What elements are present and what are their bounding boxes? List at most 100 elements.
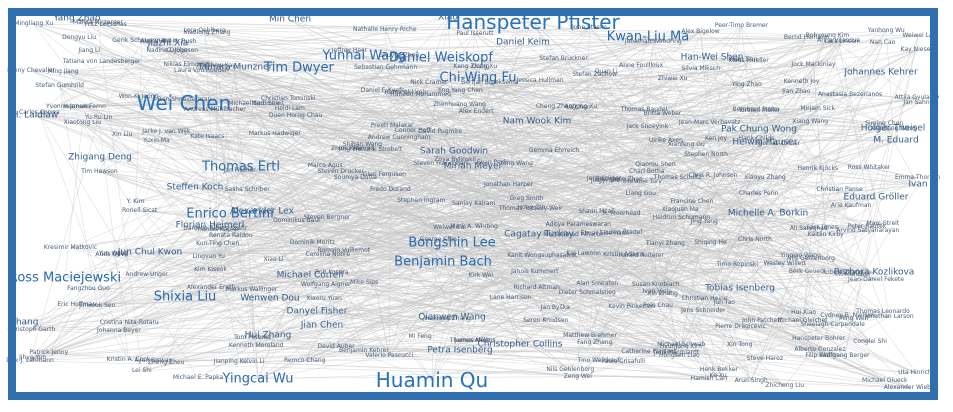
coauthor-edge xyxy=(23,307,556,324)
author-node-label: Søren Knudsen xyxy=(523,316,569,324)
coauthor-edge xyxy=(70,247,710,380)
author-node-label: Thomas Kapler xyxy=(194,225,239,233)
coauthor-edge xyxy=(471,66,818,109)
author-node-label: Xiang Wang xyxy=(792,117,829,125)
coauthor-edge xyxy=(288,99,885,382)
coauthor-edge xyxy=(459,105,894,130)
author-node-label: David Auber xyxy=(317,342,355,350)
coauthor-edge xyxy=(156,140,248,191)
coauthor-edge xyxy=(267,103,296,116)
coauthor-edge xyxy=(536,224,579,288)
coauthor-edge xyxy=(440,27,590,165)
author-node-label: Daniel F. Keefe xyxy=(360,87,405,94)
author-node-label: Stefan Gumhold xyxy=(35,81,84,89)
author-node-label: Qiaomu Shen xyxy=(635,160,676,168)
coauthor-edge xyxy=(64,271,807,279)
coauthor-edge xyxy=(252,337,719,371)
author-node-label: John Stasko xyxy=(572,23,607,31)
coauthor-edge xyxy=(215,228,756,241)
author-node-label: Mingliang Xu xyxy=(14,20,54,28)
coauthor-edge xyxy=(399,55,871,343)
author-node-label: Alex Endert xyxy=(458,108,494,116)
author-node-label: Thomas Schultz xyxy=(653,173,702,181)
author-node-label: Weiwei Cui xyxy=(433,223,466,231)
author-node-label: Jonathan Harper xyxy=(483,181,534,189)
coauthor-edge xyxy=(261,211,677,353)
coauthor-edge xyxy=(239,361,911,389)
author-node-label: Michelle A. Borkin xyxy=(727,208,809,219)
coauthor-edge xyxy=(455,160,823,228)
coauthor-edge xyxy=(534,271,804,314)
author-node-label: Yingcai Wu xyxy=(222,371,294,387)
author-node-label: Robert Zhang xyxy=(822,268,864,276)
author-node-label: Michael Correll xyxy=(276,270,344,281)
coauthor-edge xyxy=(67,78,673,108)
author-node-label: Min Chen xyxy=(268,14,312,25)
author-node-label: Tom Peterka xyxy=(234,333,271,341)
author-node-label: Xiaodong Wang xyxy=(870,124,918,132)
author-node-label: Sasha Schriber xyxy=(224,185,270,193)
coauthor-edge xyxy=(139,210,807,272)
coauthor-edge xyxy=(183,102,341,173)
author-node-label: Lars Linsen xyxy=(824,38,859,46)
coauthor-edge xyxy=(82,122,470,342)
coauthor-edge xyxy=(48,304,78,354)
author-node-label: Charl Botha xyxy=(629,167,665,175)
coauthor-edge xyxy=(239,109,645,172)
author-node-label: Ken Joy xyxy=(704,135,727,143)
coauthor-edge xyxy=(572,234,885,382)
author-node-label: Sara Jones xyxy=(806,223,838,231)
coauthor-edge xyxy=(229,213,311,277)
author-node-label: Tim Hewson xyxy=(81,167,118,175)
coauthor-edge xyxy=(141,242,711,372)
coauthor-edge xyxy=(105,25,854,320)
coauthor-edge xyxy=(844,356,885,382)
author-node-label: Jens Schneider xyxy=(681,306,726,314)
coauthor-edge xyxy=(70,225,211,248)
author-node-label: Jan Fischer xyxy=(223,166,256,174)
author-node-label: Lu Chen xyxy=(566,103,591,111)
author-node-label: Bertjan Broeksema xyxy=(461,78,519,86)
author-node-label: Benjamin Bach xyxy=(394,254,492,270)
author-node-label: Ben Shneiderman xyxy=(157,96,212,104)
coauthor-edge xyxy=(216,60,744,230)
coauthor-edge xyxy=(39,50,183,114)
author-node-label: Enrico Bertini xyxy=(186,206,274,222)
coauthor-edge xyxy=(471,66,855,276)
coauthor-edge xyxy=(806,271,821,350)
coauthor-edge xyxy=(321,126,393,327)
author-node-label: Duen Horng Chau xyxy=(268,111,323,119)
author-node-label: Xin Liu xyxy=(111,131,133,139)
author-node-label: Carolina Nobre xyxy=(305,251,351,259)
author-node-label: Jianping Kelvin Li xyxy=(213,358,265,366)
author-node-label: Stephen North xyxy=(684,151,728,159)
author-node-label: Siming Chen xyxy=(865,119,904,127)
author-node-label: Kristin Adams xyxy=(603,250,645,258)
author-node-label: Stephen Ingram xyxy=(397,197,446,205)
author-node-label: Steve Haroz xyxy=(746,354,783,362)
author-node-label: Kenneth Moreland xyxy=(228,342,284,350)
author-node-label: Cheng Zhang xyxy=(535,103,577,111)
coauthor-edge xyxy=(97,22,607,73)
coauthor-edge xyxy=(304,344,682,362)
author-node-label: Bernd Hamann xyxy=(783,34,829,42)
coauthor-edge xyxy=(257,340,476,380)
coauthor-edge xyxy=(827,35,920,104)
coauthor-edge xyxy=(33,24,248,191)
coauthor-edge xyxy=(215,38,807,230)
coauthor-edge xyxy=(138,96,363,146)
coauthor-edge xyxy=(239,170,345,251)
coauthor-edge xyxy=(362,82,430,146)
coauthor-edge xyxy=(251,289,253,338)
coauthor-edge xyxy=(516,164,644,183)
author-node-label: Jing Yang xyxy=(690,217,718,225)
author-node-label: Kim Kiseok xyxy=(194,266,228,274)
coauthor-edge xyxy=(526,107,579,200)
author-node-label: Kaitlin Kirby xyxy=(807,231,844,239)
author-node-label: Jun Tao xyxy=(713,299,735,307)
coauthor-edge xyxy=(70,247,511,299)
coauthor-edge xyxy=(764,178,854,320)
coauthor-edge xyxy=(295,115,656,166)
coauthor-edge xyxy=(742,60,840,191)
